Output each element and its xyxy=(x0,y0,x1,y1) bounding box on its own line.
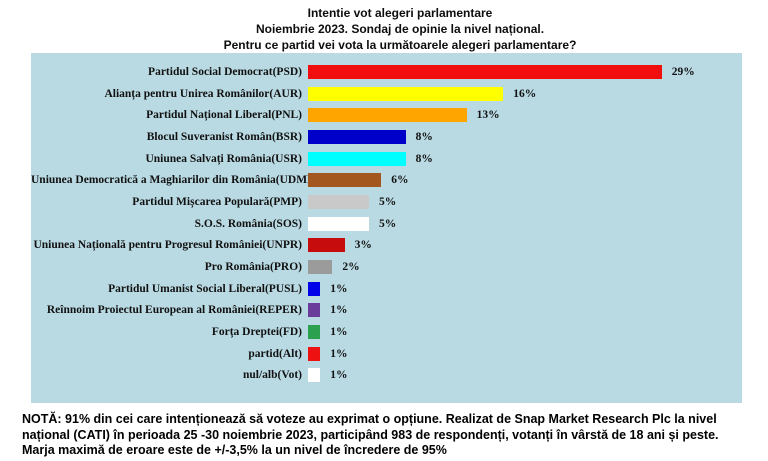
party-label: Forța Dreptei(FD) xyxy=(211,326,302,339)
bar-row: Partidul Social Democrat(PSD) 29% xyxy=(31,61,742,83)
value-label: 13% xyxy=(476,109,500,122)
value-label: 1% xyxy=(330,304,348,317)
party-label: Reînnoim Proiectul European al României(… xyxy=(46,304,302,317)
party-label: Blocul Suveranist Român(BSR) xyxy=(146,130,302,143)
value-label: 29% xyxy=(671,65,695,78)
bar-row: Reînnoim Proiectul European al României(… xyxy=(31,300,742,322)
bar xyxy=(308,303,321,318)
party-label: S.O.S. România(SOS) xyxy=(194,217,302,230)
footnote-line-1: NOTĂ: 91% din cei care intenționează să … xyxy=(22,412,717,426)
bar xyxy=(308,129,406,144)
bar-row: Uniunea Democratică a Maghiarilor din Ro… xyxy=(31,169,742,191)
value-label: 3% xyxy=(354,239,372,252)
bar-row: partid(Alt) 1% xyxy=(31,343,742,365)
party-label: nul/alb(Vot) xyxy=(242,369,302,382)
value-label: 8% xyxy=(415,152,433,165)
footnote-line-3: Marja maximă de eroare este de +/-3,5% l… xyxy=(22,443,447,457)
footnote: NOTĂ: 91% din cei care intenționează să … xyxy=(22,412,764,459)
value-label: 1% xyxy=(330,369,348,382)
party-label: Alianța pentru Unirea Românilor(AUR) xyxy=(104,87,302,100)
bar xyxy=(308,64,662,79)
value-label: 2% xyxy=(342,261,360,274)
bar-chart-plot-area: Partidul Social Democrat(PSD) 29% Alianța … xyxy=(31,53,742,403)
bar-row: Uniunea Salvați România(USR) 8% xyxy=(31,148,742,170)
party-label: partid(Alt) xyxy=(248,347,302,360)
party-label: Uniunea Salvați România(USR) xyxy=(145,152,302,165)
footnote-line-2: național (CATI) în perioada 25 -30 noiem… xyxy=(22,427,719,442)
value-label: 5% xyxy=(379,195,397,208)
bar-rows-container: Partidul Social Democrat(PSD) 29% Alianța … xyxy=(31,61,742,386)
bar xyxy=(308,238,345,253)
value-label: 6% xyxy=(391,174,409,187)
party-label: Partidul Social Democrat(PSD) xyxy=(148,65,302,78)
party-label: Uniunea Democratică a Maghiarilor din Ro… xyxy=(31,174,320,187)
chart-title-line-3: Pentru ce partid vei vota la următoarele… xyxy=(223,38,577,52)
party-label: Partidul Național Liberal(PNL) xyxy=(146,109,302,122)
value-label: 16% xyxy=(513,87,537,100)
bar xyxy=(308,86,504,101)
bar-row: Blocul Suveranist Român(BSR) 8% xyxy=(31,126,742,148)
bar xyxy=(308,346,321,361)
bar-row: Partidul Național Liberal(PNL) 13% xyxy=(31,104,742,126)
value-label: 8% xyxy=(415,130,433,143)
bar xyxy=(308,108,467,123)
bar xyxy=(308,325,321,340)
bar-row: Partidul Umanist Social Liberal(PUSL) 1% xyxy=(31,278,742,300)
bar-row: S.O.S. România(SOS) 5% xyxy=(31,213,742,235)
bar-row: Pro România(PRO) 2% xyxy=(31,256,742,278)
bar xyxy=(308,216,369,231)
bar-row: Uniunea Națională pentru Progresul Român… xyxy=(31,235,742,257)
bar-row: Forța Dreptei(FD) 1% xyxy=(31,321,742,343)
bar xyxy=(308,368,321,383)
chart-title-line-2: Noiembrie 2023. Sondaj de opinie la nive… xyxy=(255,22,545,36)
bar-row: nul/alb(Vot) 1% xyxy=(31,365,742,387)
bar xyxy=(308,281,321,296)
party-label: Partidul Mișcarea Populară(PMP) xyxy=(132,195,302,208)
bar-row: Alianța pentru Unirea Românilor(AUR) 16% xyxy=(31,83,742,105)
bar xyxy=(308,194,369,209)
bar xyxy=(308,151,406,166)
party-label: Pro România(PRO) xyxy=(204,261,302,274)
party-label: Uniunea Națională pentru Progresul Român… xyxy=(33,239,302,252)
party-label: Partidul Umanist Social Liberal(PUSL) xyxy=(108,282,302,295)
chart-title-line-1: Intentie vot alegeri parlamentare xyxy=(307,6,493,20)
bar xyxy=(308,173,382,188)
value-label: 5% xyxy=(379,217,397,230)
bar xyxy=(308,260,333,275)
bar-row: Partidul Mișcarea Populară(PMP) 5% xyxy=(31,191,742,213)
value-label: 1% xyxy=(330,347,348,360)
chart-title: Intentie vot alegeri parlamentare Noiemb… xyxy=(16,5,768,53)
value-label: 1% xyxy=(330,282,348,295)
value-label: 1% xyxy=(330,326,348,339)
